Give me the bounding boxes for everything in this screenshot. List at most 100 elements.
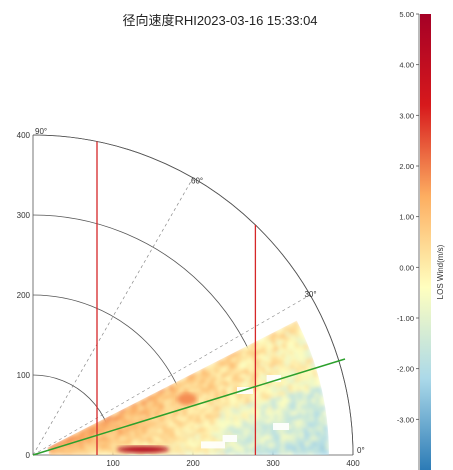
heatmap-cell [312, 449, 318, 455]
angle-label: 30° [304, 290, 316, 299]
heatmap-cell [280, 450, 286, 455]
heatmap-cell [224, 448, 230, 453]
angle-line [32, 294, 311, 456]
heatmap-cell [192, 451, 198, 455]
heatmap-cell [260, 446, 266, 452]
heatmap-cell [244, 440, 250, 445]
heatmap-cell [271, 434, 277, 440]
heatmap-cell [291, 432, 297, 438]
heatmap-cell [316, 444, 322, 451]
heatmap-cell [320, 435, 325, 441]
colorbar: 5.00 4.00 3.00 2.00 1.00 0.00 -1.00 -2.00 -3.00 L… [397, 10, 445, 470]
heatmap-cell [247, 436, 253, 441]
heatmap-cell [263, 434, 269, 440]
heatmap-cell [276, 450, 282, 455]
heatmap-cell [300, 450, 306, 455]
heatmap-cell [292, 445, 298, 451]
heatmap-cell [267, 430, 273, 436]
heatmap-cell [196, 451, 202, 455]
heatmap-cell [324, 444, 329, 451]
heatmap-cell [316, 440, 322, 446]
heatmap-cell [243, 436, 249, 442]
y-tick-label: 100 [17, 371, 31, 380]
heatmap-cell [224, 451, 230, 455]
heatmap-cell [272, 450, 278, 455]
colorbar-tick-label: -3.00 [397, 415, 414, 424]
heatmap-cell [322, 414, 328, 422]
heatmap-cell [228, 447, 234, 453]
heatmap-cell [308, 435, 313, 442]
heatmap-cell [264, 442, 270, 448]
y-tick-label: 400 [17, 131, 31, 140]
heatmap-cell [288, 437, 293, 443]
heatmap-cell [236, 444, 242, 449]
heatmap-cell [259, 435, 265, 440]
heatmap-cell [300, 436, 305, 442]
heatmap-cell [212, 448, 218, 453]
heatmap-cell [268, 446, 274, 452]
heatmap-cell [200, 448, 206, 453]
data-gap [273, 423, 289, 430]
heatmap-cell [276, 442, 282, 448]
heatmap-cell [256, 447, 262, 452]
heatmap-cell [260, 442, 266, 448]
heatmap-cell [322, 419, 328, 426]
heatmap-cell [228, 444, 234, 449]
angle-label: 60° [191, 177, 203, 186]
heatmap-cell [264, 438, 270, 444]
heatmap-cell [232, 451, 238, 455]
heatmap-cell [316, 435, 321, 441]
heatmap-cell [224, 444, 230, 449]
heatmap-cell [228, 451, 234, 455]
heatmap-cell [288, 450, 294, 455]
heatmap-cell [276, 446, 282, 452]
heatmap-cell [280, 437, 285, 443]
heatmap-cell [248, 450, 254, 455]
heatmap-cell [324, 434, 329, 441]
heatmap-cell [236, 451, 242, 455]
heatmap-cell [308, 445, 314, 451]
data-gap [266, 375, 281, 382]
heatmap [47, 320, 329, 455]
heatmap-cell [321, 409, 327, 417]
heatmap-cell [284, 450, 290, 455]
heatmap-cell [304, 445, 310, 451]
heatmap-cell [304, 450, 310, 455]
heatmap-cell [260, 450, 266, 455]
heatmap-cell [204, 448, 210, 453]
x-tick-label: 400 [346, 459, 360, 468]
heatmap-cell [292, 436, 297, 443]
heatmap-cell [279, 429, 285, 435]
heatmap-cell [312, 435, 317, 442]
colorbar-tick-label: 2.00 [399, 162, 414, 171]
heatmap-cell [272, 446, 278, 452]
heatmap-cell [256, 450, 262, 455]
heatmap-cell [240, 451, 246, 455]
reference-line-slope [32, 358, 346, 456]
heatmap-cell [304, 440, 310, 447]
heatmap-cell [260, 439, 266, 444]
data-gap [201, 441, 225, 449]
heatmap-cell [296, 445, 302, 451]
heatmap-feature [177, 393, 197, 405]
heatmap-cell [288, 441, 294, 447]
heatmap-cell [280, 441, 286, 447]
heatmap-cell [284, 446, 290, 452]
heatmap-cell [304, 436, 309, 442]
heatmap-cell [200, 451, 206, 455]
heatmap-cell [292, 450, 298, 455]
heatmap-cell [212, 451, 218, 455]
heatmap-cell [287, 432, 293, 439]
heatmap-cell [319, 430, 325, 436]
heatmap-cell [263, 430, 269, 436]
heatmap-cell [236, 447, 242, 452]
heatmap-cell [300, 440, 306, 447]
angle-label: 0° [357, 446, 365, 455]
heatmap-cell [299, 427, 305, 433]
colorbar-tick-label: 3.00 [399, 111, 414, 120]
heatmap-cell [248, 447, 254, 452]
plot-area: 0 100 200 300 400 100 200 300 400 0° 30° 60° 90° [17, 127, 365, 468]
heatmap-cell [256, 439, 262, 445]
heatmap-cell [295, 432, 301, 438]
